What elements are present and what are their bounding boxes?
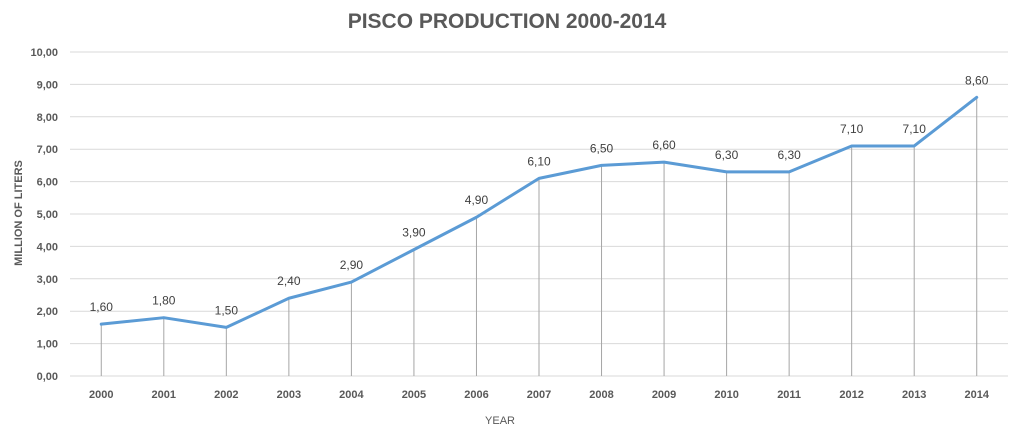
x-axis-ticks: 2000 2001 2002 2003 2004 2005 2006 2007 2008 2009…	[89, 389, 990, 401]
y-tick-label: 6,00	[37, 177, 58, 189]
x-tick-label: 2014	[964, 389, 989, 401]
drop-lines	[100, 97, 978, 376]
data-label: 2,90	[340, 258, 364, 272]
data-label: 6,30	[777, 148, 801, 162]
x-tick-label: 2005	[402, 389, 426, 401]
data-label: 8,60	[965, 73, 989, 87]
data-label: 6,30	[715, 148, 739, 162]
data-label: 6,50	[590, 141, 614, 155]
x-tick-label: 2001	[152, 389, 176, 401]
x-tick-label: 2011	[777, 389, 801, 401]
x-axis-label: YEAR	[485, 415, 515, 427]
data-labels: 1,60 1,80 1,50 2,40 2,90 3,90 4,90 6,10 6,50 6,60…	[90, 73, 989, 317]
data-label: 3,90	[402, 226, 426, 240]
x-tick-label: 2009	[652, 389, 676, 401]
x-tick-label: 2000	[89, 389, 113, 401]
series-production	[99, 95, 979, 329]
x-tick-label: 2003	[277, 389, 301, 401]
data-label: 6,60	[652, 138, 676, 152]
data-label: 2,40	[277, 274, 301, 288]
y-tick-label: 2,00	[37, 306, 58, 318]
x-tick-label: 2010	[714, 389, 738, 401]
data-label: 1,80	[152, 294, 176, 308]
x-tick-label: 2006	[464, 389, 488, 401]
data-label: 7,10	[903, 122, 927, 136]
y-tick-label: 5,00	[37, 209, 58, 221]
y-tick-label: 4,00	[37, 241, 58, 253]
data-label: 7,10	[840, 122, 864, 136]
x-tick-label: 2012	[839, 389, 863, 401]
data-label: 4,90	[465, 193, 489, 207]
y-tick-label: 8,00	[37, 112, 58, 124]
x-tick-label: 2002	[214, 389, 238, 401]
x-tick-label: 2004	[339, 389, 364, 401]
y-tick-label: 0,00	[37, 371, 58, 383]
y-tick-label: 10,00	[30, 47, 58, 59]
y-tick-label: 3,00	[37, 274, 58, 286]
y-tick-label: 1,00	[37, 339, 58, 351]
data-label: 1,50	[215, 303, 239, 317]
x-tick-label: 2007	[527, 389, 551, 401]
data-label: 6,10	[527, 154, 551, 168]
y-axis-label: MILLION OF LITERS	[13, 160, 25, 266]
x-tick-label: 2013	[902, 389, 926, 401]
y-axis-ticks: 0,00 1,00 2,00 3,00 4,00 5,00 6,00 7,00 8,00 9,00…	[30, 47, 58, 383]
x-tick-label: 2008	[589, 389, 613, 401]
series-line	[99, 95, 979, 329]
y-tick-label: 9,00	[37, 79, 58, 91]
data-label: 1,60	[90, 300, 114, 314]
chart-title: PISCO PRODUCTION 2000-2014	[348, 10, 667, 33]
y-tick-label: 7,00	[37, 144, 58, 156]
